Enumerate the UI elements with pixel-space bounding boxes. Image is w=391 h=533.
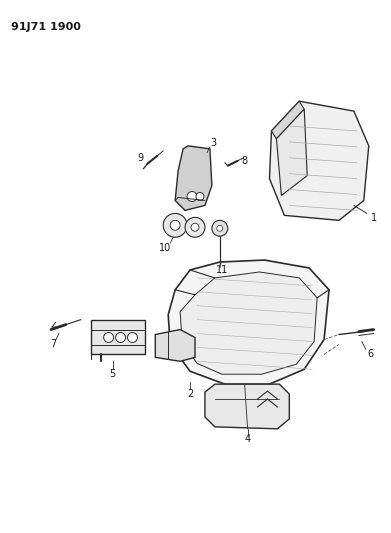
Circle shape — [217, 225, 223, 231]
Circle shape — [104, 333, 114, 343]
Polygon shape — [91, 320, 145, 354]
Polygon shape — [155, 329, 195, 361]
Circle shape — [212, 220, 228, 236]
Text: 7: 7 — [50, 340, 56, 350]
Text: 9: 9 — [137, 153, 143, 163]
Circle shape — [196, 192, 204, 200]
Text: 3: 3 — [210, 138, 216, 148]
Polygon shape — [205, 384, 289, 429]
Circle shape — [191, 223, 199, 231]
Text: 10: 10 — [159, 243, 171, 253]
Text: 5: 5 — [109, 369, 116, 379]
Circle shape — [116, 333, 126, 343]
Circle shape — [170, 220, 180, 230]
Circle shape — [187, 191, 197, 201]
Polygon shape — [180, 272, 317, 374]
Polygon shape — [175, 146, 212, 211]
Polygon shape — [269, 101, 369, 220]
Circle shape — [185, 217, 205, 237]
Text: 8: 8 — [242, 156, 248, 166]
Polygon shape — [271, 101, 304, 139]
Circle shape — [127, 333, 137, 343]
Polygon shape — [168, 260, 329, 384]
Text: 91J71 1900: 91J71 1900 — [11, 22, 81, 32]
Text: 1: 1 — [371, 213, 377, 223]
Circle shape — [163, 213, 187, 237]
Text: 6: 6 — [368, 349, 374, 359]
Text: 4: 4 — [244, 434, 251, 444]
Polygon shape — [276, 109, 307, 196]
Text: 11: 11 — [216, 265, 228, 275]
Text: 2: 2 — [187, 389, 193, 399]
